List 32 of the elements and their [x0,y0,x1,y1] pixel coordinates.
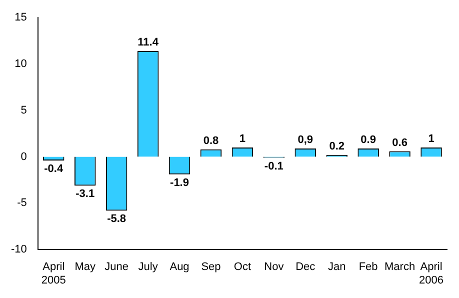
data-label: 0.8 [203,134,219,147]
x-tick-label: Jan [328,261,346,274]
x-tick-label: June [104,261,128,274]
y-tick-label: -5 [17,197,27,210]
data-label: -5.8 [107,213,126,226]
data-label: 0.2 [329,140,345,152]
x-tick-label: April 2006 [419,261,444,286]
data-label: 0,9 [298,134,314,146]
x-tick-label: Aug [170,261,190,274]
y-tick-label: 5 [20,104,27,116]
data-label: 1 [239,133,246,146]
data-label: -0.4 [44,163,64,176]
data-label: -1.9 [170,176,189,189]
x-tick-label: Sep [201,261,221,274]
y-tick-label: 0 [20,150,27,163]
x-tick-label: July [138,261,158,274]
y-tick-label: -10 [10,244,27,256]
data-label: 1 [428,133,434,146]
x-tick-label: Nov [264,261,284,274]
x-tick-label: April 2005 [41,261,66,286]
x-tick-label: March [384,261,416,274]
data-label: -0.1 [264,160,284,172]
y-tick-label: 10 [14,58,27,70]
data-label: 0.9 [360,134,376,146]
data-label: -3.1 [76,188,95,200]
x-tick-label: Feb [358,261,378,274]
x-tick-label: Dec [296,261,316,274]
y-tick-label: 15 [14,12,27,24]
data-label: 11.4 [138,36,160,49]
data-label: 0.6 [392,136,408,149]
x-tick-label: May [74,261,96,274]
x-tick-label: Oct [234,261,252,274]
